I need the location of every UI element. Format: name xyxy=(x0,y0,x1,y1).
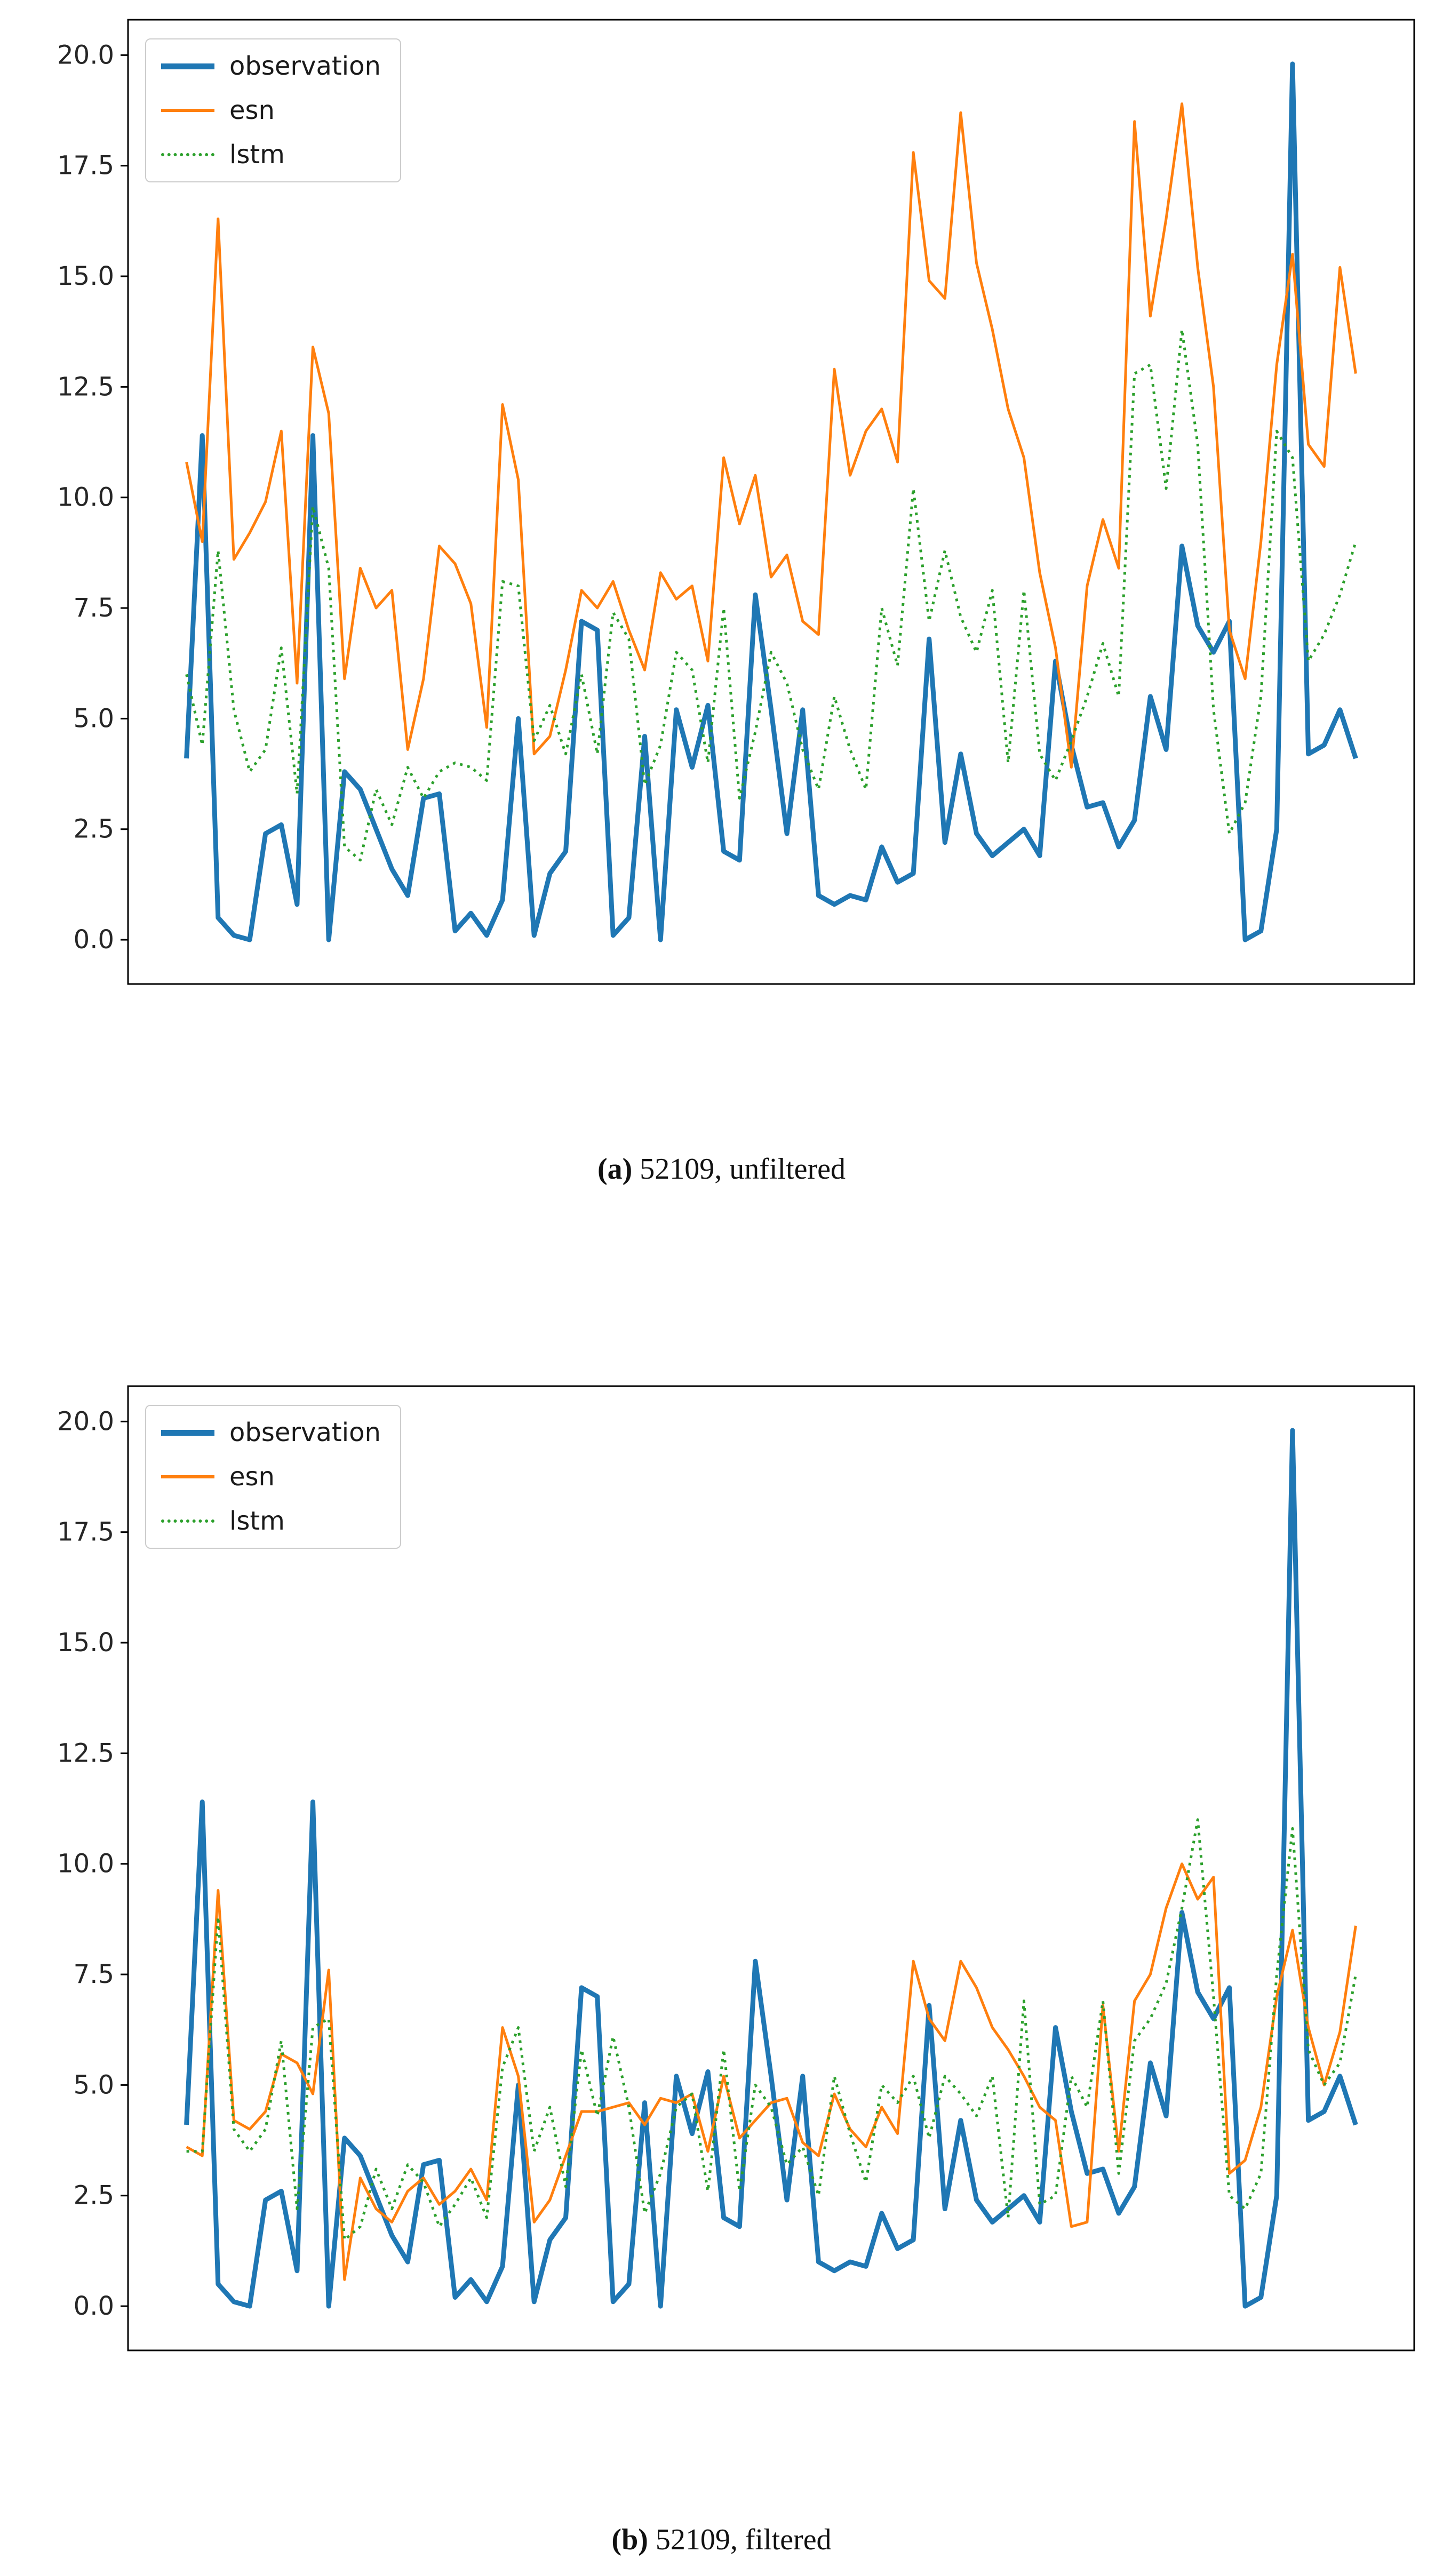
chart-a-figure: 0.0 2.5 5.0 7.5 10.0 12.5 15.0 17.5 20.0 observa… xyxy=(0,0,1443,1013)
y-tick-label: 5.0 xyxy=(74,2070,114,2100)
esn-line-swatch xyxy=(161,109,214,113)
y-tick-label: 12.5 xyxy=(57,1738,114,1768)
caption-a-text: 52109, unfiltered xyxy=(632,1153,846,1186)
legend-label-lstm: lstm xyxy=(229,1506,285,1536)
legend-item-lstm: lstm xyxy=(161,139,381,170)
y-tick-label: 17.5 xyxy=(57,1517,114,1547)
legend: observation esn lstm xyxy=(145,1405,401,1549)
esn-line-swatch xyxy=(161,1475,214,1479)
legend-item-esn: esn xyxy=(161,95,381,125)
y-tick-label: 5.0 xyxy=(74,703,114,733)
y-tick-label: 10.0 xyxy=(57,483,114,513)
chart-b-figure: 0.0 2.5 5.0 7.5 10.0 12.5 15.0 17.5 20.0 observa… xyxy=(0,1366,1443,2380)
lstm-line-swatch xyxy=(161,1519,214,1523)
y-tick-label: 10.0 xyxy=(57,1849,114,1879)
y-tick-label: 0.0 xyxy=(74,2291,114,2321)
axes-frame xyxy=(127,19,1415,985)
y-tick-label: 15.0 xyxy=(57,1628,114,1658)
observation-line xyxy=(184,1428,1358,2309)
y-tick-label: 2.5 xyxy=(74,2181,114,2211)
esn-line xyxy=(185,102,1357,769)
esn-line xyxy=(186,1862,1357,2281)
legend-label-observation: observation xyxy=(229,1418,381,1447)
legend-label-esn: esn xyxy=(229,1461,275,1492)
y-tick-label: 20.0 xyxy=(57,40,114,70)
caption-b-text: 52109, filtered xyxy=(648,2523,832,2556)
y-tick-label: 20.0 xyxy=(57,1406,114,1436)
y-tick-label: 7.5 xyxy=(74,593,114,623)
y-tick-label: 7.5 xyxy=(74,1959,114,1989)
chart-a-canvas: 0.0 2.5 5.0 7.5 10.0 12.5 15.0 17.5 20.0 xyxy=(57,19,1415,985)
y-tick-label: 17.5 xyxy=(57,151,114,181)
lstm-line xyxy=(186,1818,1357,2242)
legend-label-observation: observation xyxy=(229,51,381,81)
chart-b-canvas: 0.0 2.5 5.0 7.5 10.0 12.5 15.0 17.5 20.0 xyxy=(57,1385,1415,2351)
legend: observation esn lstm xyxy=(145,38,401,183)
legend-label-esn: esn xyxy=(229,95,275,125)
caption-a-label: (a) xyxy=(597,1153,633,1186)
lstm-line xyxy=(185,328,1357,862)
y-tick-label: 0.0 xyxy=(74,925,114,955)
caption-b: (b) 52109, filtered xyxy=(0,2523,1443,2557)
legend-item-observation: observation xyxy=(161,1419,381,1447)
observation-line-swatch xyxy=(161,63,214,69)
observation-line xyxy=(184,61,1358,942)
legend-item-observation: observation xyxy=(161,52,381,81)
caption-b-label: (b) xyxy=(611,2523,648,2556)
axes-frame xyxy=(127,1385,1415,2351)
y-tick-label: 12.5 xyxy=(57,372,114,402)
legend-item-esn: esn xyxy=(161,1461,381,1492)
legend-label-lstm: lstm xyxy=(229,139,285,170)
caption-a: (a) 52109, unfiltered xyxy=(0,1152,1443,1186)
y-tick-label: 15.0 xyxy=(57,261,114,291)
observation-line-swatch xyxy=(161,1430,214,1436)
lstm-line-swatch xyxy=(161,153,214,156)
y-tick-label: 2.5 xyxy=(74,814,114,844)
legend-item-lstm: lstm xyxy=(161,1507,381,1535)
